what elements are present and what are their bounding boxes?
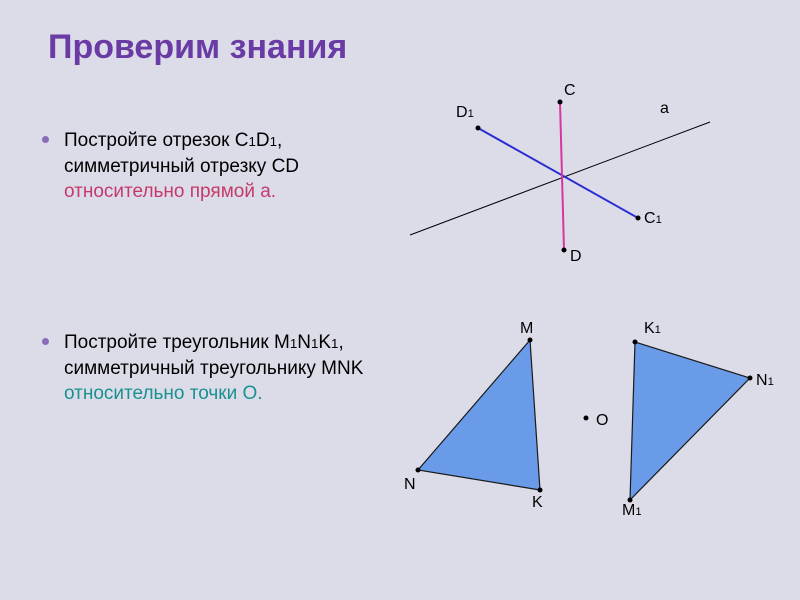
- point-c: [558, 100, 563, 105]
- label-d: D: [570, 248, 582, 266]
- point-o: [584, 416, 589, 421]
- bullet-1: Постройте отрезок С1D1, симметричный отр…: [64, 128, 374, 205]
- bullet-1-text: Постройте отрезок С1D1, симметричный отр…: [64, 130, 299, 202]
- label-c1: C1: [644, 210, 662, 228]
- bullet-2-text: Постройте треугольник M1N1K1, симметричн…: [64, 332, 363, 404]
- segment-c1d1: [478, 128, 638, 218]
- point-n1: [748, 376, 753, 381]
- triangle-mnk: [418, 340, 540, 490]
- label-n: N: [404, 476, 416, 494]
- label-m: M: [520, 320, 533, 338]
- label-k1: K1: [644, 320, 661, 338]
- label-m1: M1: [622, 502, 642, 520]
- point-d1: [476, 126, 481, 131]
- point-m: [528, 338, 533, 343]
- figure-1-svg: [400, 90, 740, 270]
- figure-symmetry-point: M N K K1 N1 M1 O: [400, 330, 780, 530]
- point-d: [562, 248, 567, 253]
- label-c: C: [564, 82, 576, 100]
- label-a: a: [660, 100, 669, 118]
- label-k: K: [532, 494, 543, 512]
- label-n1: N1: [756, 372, 774, 390]
- page-title: Проверим знания: [48, 28, 347, 67]
- bullet-dot-icon: [42, 136, 49, 143]
- bullet-2: Постройте треугольник M1N1K1, симметричн…: [64, 330, 374, 407]
- bullet-dot-icon: [42, 338, 49, 345]
- point-k1: [633, 340, 638, 345]
- figure-2-svg: [400, 330, 780, 530]
- point-k: [538, 488, 543, 493]
- label-o: O: [596, 412, 608, 430]
- point-c1: [636, 216, 641, 221]
- figure-symmetry-line: C D D1 C1 a: [400, 90, 740, 270]
- triangle-m1n1k1: [630, 342, 750, 500]
- point-n: [416, 468, 421, 473]
- label-d1: D1: [456, 104, 474, 122]
